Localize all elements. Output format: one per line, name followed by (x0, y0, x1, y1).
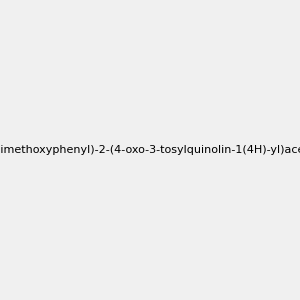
Text: N-(3,5-dimethoxyphenyl)-2-(4-oxo-3-tosylquinolin-1(4H)-yl)acetamide: N-(3,5-dimethoxyphenyl)-2-(4-oxo-3-tosyl… (0, 145, 300, 155)
